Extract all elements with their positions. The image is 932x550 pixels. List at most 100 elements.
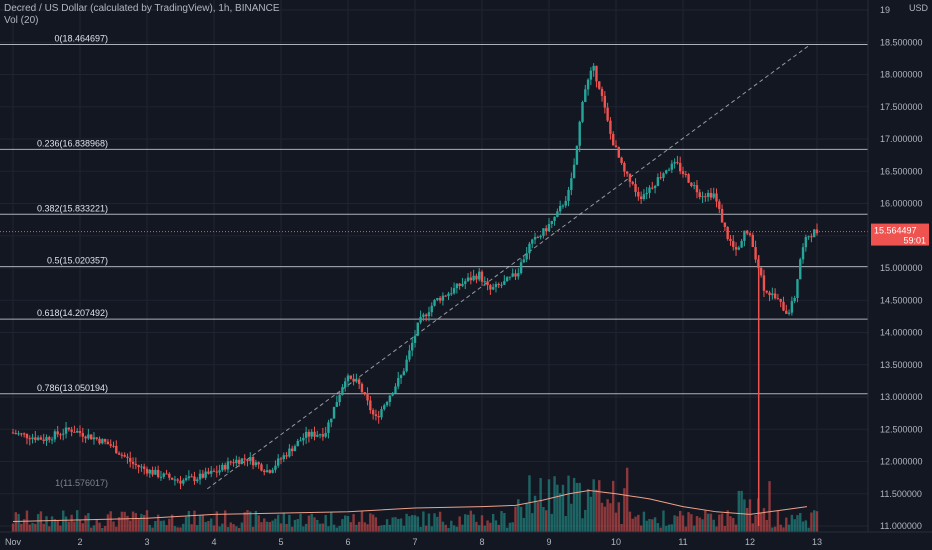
price-tick-label: 14.500000 [880,295,923,305]
candle-body [486,281,489,286]
volume-bar [279,523,283,532]
volume-bar [89,527,93,532]
volume-bar [215,511,218,532]
fib-label: 0.618(14.207492) [37,308,108,318]
volume-bar [656,523,660,532]
candle-body [564,200,567,206]
candle-body [198,473,202,480]
volume-bar [433,513,436,532]
volume-bar [762,508,766,532]
volume-bar [369,513,372,532]
volume-bar [198,515,202,532]
candle-body [659,177,662,179]
time-tick-label: 8 [479,537,484,547]
volume-bar [388,524,392,532]
candle-body [500,284,503,286]
volume-bar [48,526,51,532]
candle-body [405,359,408,372]
time-tick-label: 4 [211,537,216,547]
candle-body [514,273,517,277]
volume-bar [34,523,37,532]
volume-bar [109,511,112,532]
candle-body [254,462,258,466]
volume-bar [804,520,808,532]
volume-bar [690,514,693,532]
volume-bar [380,525,383,532]
volume-bar [436,516,439,532]
volume-bar [268,522,272,532]
volume-bar [799,512,802,532]
volume-bar [307,515,311,532]
volume-bar [564,516,567,532]
candle-body [625,171,629,174]
candle-body [813,229,816,238]
volume-bar [39,511,43,532]
fib-label: 0(18.464697) [54,34,108,44]
candle-body [748,233,752,235]
volume-bar [748,499,752,532]
candle-body [533,237,537,240]
volume-bar [790,514,794,532]
volume-bar [360,511,364,532]
candle-body [263,470,266,473]
volume-legend[interactable]: Vol (20) [4,15,39,26]
volume-bar [162,520,165,532]
candle-body [193,476,196,482]
candle-body [341,387,344,395]
candle-body [140,466,143,468]
candle-body [260,464,263,471]
volume-bar [776,510,780,532]
candle-body [595,65,598,82]
candle-body [734,247,738,250]
volume-bar [497,524,500,532]
volume-bar [355,524,358,532]
candle-body [151,469,154,475]
volume-bar [84,515,87,532]
volume-bar [212,525,216,532]
volume-bar [81,523,84,532]
candle-body [42,439,45,441]
volume-bar [332,524,336,532]
volume-bar [746,508,749,532]
volume-bar [815,511,819,532]
candle-body [726,226,729,239]
volume-bar [684,526,687,532]
candle-body [360,383,364,393]
volume-bars [11,467,819,532]
candle-body [78,431,82,434]
candle-body [145,468,149,474]
candle-body [11,432,15,434]
volume-bar [338,525,341,532]
volume-bar [64,516,68,532]
candle-body [120,454,124,456]
symbol-title[interactable]: Decred / US Dollar (calculated by Tradin… [4,3,280,14]
volume-bar [653,517,657,532]
candle-body [28,438,31,440]
volume-bar [486,520,489,532]
candle-body [765,290,768,293]
price-axis[interactable] [868,0,932,550]
volume-bar [165,525,168,532]
candle-body [679,162,682,172]
candle-body [810,236,813,238]
volume-bar [522,517,526,532]
volume-bar [581,518,584,532]
candle-body [84,436,87,439]
volume-bar [251,526,255,532]
volume-bar [441,521,445,532]
candle-body [25,433,29,439]
time-axis[interactable] [0,532,932,550]
candle-body [89,434,93,440]
candle-body [307,431,311,437]
candle-body [279,458,283,460]
candle-body [357,379,361,384]
volume-bar [466,514,470,532]
candle-body [103,439,107,442]
price-tick-label: 13.000000 [880,392,923,402]
time-tick-label: 7 [412,537,417,547]
candle-body [656,177,660,186]
volume-bar [190,524,193,532]
price-tick-label: 15.000000 [880,263,923,273]
